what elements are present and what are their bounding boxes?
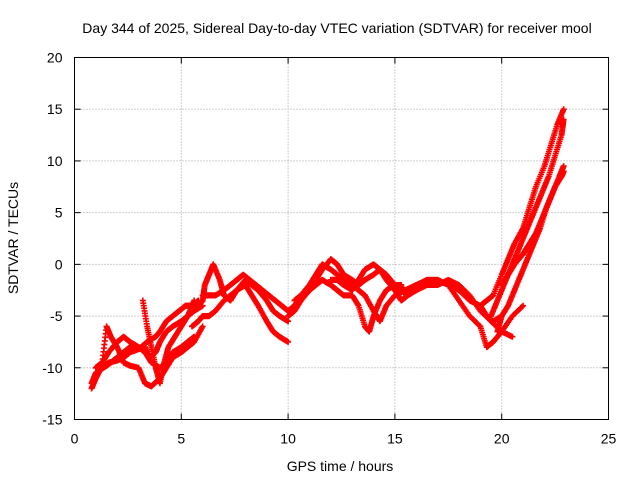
axis-ticks — [74, 57, 609, 420]
data-point — [520, 302, 527, 309]
y-tick-label: 5 — [55, 205, 63, 221]
data-point — [560, 116, 567, 123]
y-tick-label: 0 — [55, 256, 63, 272]
data-point — [191, 297, 198, 304]
data-point — [285, 338, 292, 345]
data-point — [199, 323, 206, 330]
x-tick-label: 20 — [494, 431, 510, 447]
y-tick-label: 10 — [47, 153, 63, 169]
series-track-12 — [327, 261, 420, 304]
series-track-5 — [139, 297, 198, 387]
x-tick-label: 0 — [71, 431, 79, 447]
grid-lines — [74, 57, 609, 420]
y-tick-label: -5 — [50, 308, 63, 324]
x-tick-label: 10 — [280, 431, 296, 447]
series-track-15 — [402, 276, 527, 351]
plot-frame — [74, 57, 609, 420]
x-axis-label: GPS time / hours — [287, 458, 394, 474]
tick-labels: 0 5 10 15 20 25 -15 -10 -5 0 5 10 15 20 — [42, 50, 616, 447]
data-point — [560, 163, 567, 170]
data-point — [476, 322, 483, 329]
y-tick-label: 15 — [47, 101, 63, 117]
y-tick-label: -10 — [42, 360, 62, 376]
y-axis-label: SDTVAR / TECUs — [5, 182, 21, 294]
series-track-19 — [498, 168, 567, 289]
series-track-7 — [188, 282, 292, 345]
data-series — [88, 106, 567, 392]
series-track-11 — [291, 276, 405, 335]
data-point — [509, 333, 516, 340]
y-tick-label: -15 — [42, 412, 62, 428]
x-tick-label: 15 — [387, 431, 403, 447]
y-tick-label: 20 — [47, 50, 63, 66]
x-tick-label: 5 — [177, 431, 185, 447]
data-point — [560, 168, 567, 175]
data-point — [518, 303, 525, 310]
data-point — [560, 106, 567, 113]
x-tick-label: 25 — [601, 431, 617, 447]
data-point — [285, 318, 292, 325]
series-track-16 — [477, 106, 567, 309]
series-track-8 — [199, 271, 292, 314]
chart-title: Day 344 of 2025, Sidereal Day-to-day VTE… — [82, 20, 591, 36]
